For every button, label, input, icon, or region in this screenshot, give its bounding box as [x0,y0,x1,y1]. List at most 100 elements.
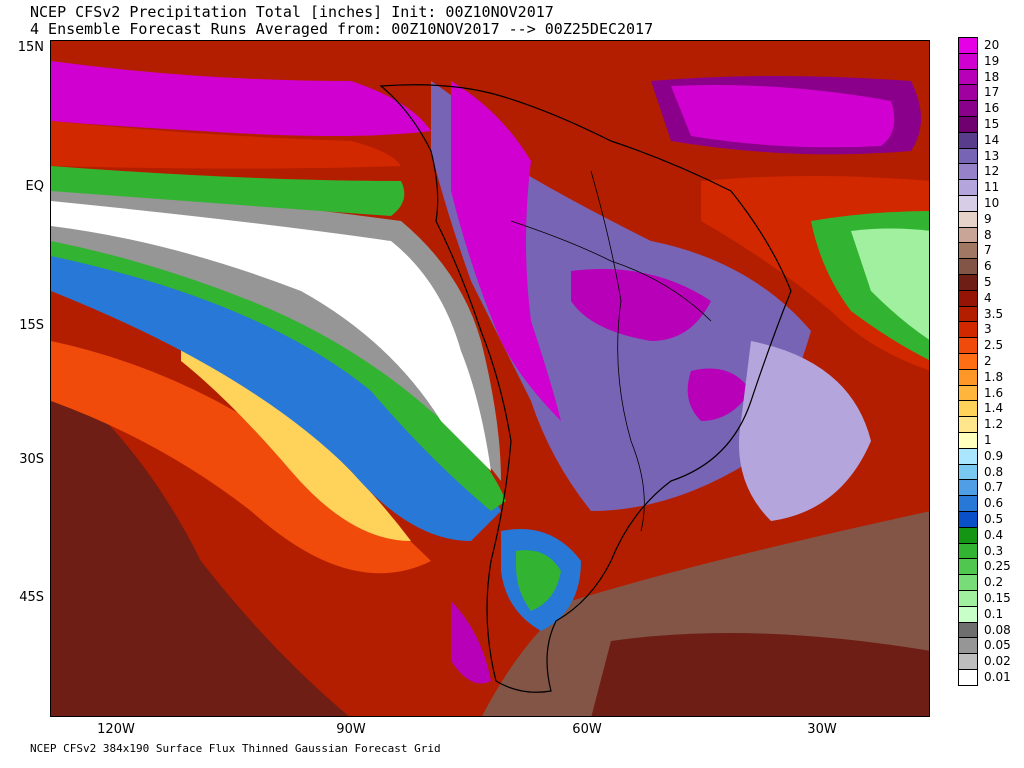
region-blue-pacific [51,231,501,541]
colorbar-label: 0.8 [984,464,1004,479]
colorbar-swatch [958,368,978,386]
colorbar-swatch [958,210,978,228]
colorbar-label: 18 [984,69,1000,84]
colorbar-label: 8 [984,227,992,242]
colorbar-swatch [958,305,978,323]
colorbar-swatch [958,384,978,402]
colorbar-label: 4 [984,290,992,305]
colorbar-swatch [958,242,978,260]
colorbar-swatch [958,495,978,512]
colorbar-label: 3 [984,322,992,337]
lon-label-60w: 60W [572,722,602,737]
colorbar-label: 19 [984,53,1000,68]
colorbar-label: 0.25 [984,559,1011,574]
colorbar-swatch [958,590,978,607]
country-border-line [590,170,645,532]
colorbar-label: 0.4 [984,527,1004,542]
colorbar-label: 0.01 [984,670,1011,684]
colorbar-swatch [958,84,978,102]
colorbar-swatch [958,447,978,465]
colorbar-swatch [958,542,978,560]
colorbar-swatch [958,511,978,528]
colorbar-swatch [958,558,978,576]
colorbar-label: 0.15 [984,591,1011,605]
colorbar-swatch [958,432,978,449]
colorbar-label: 9 [984,211,992,226]
colorbar-label: 7 [984,243,992,258]
region-dark-sw [51,371,349,716]
colorbar-label: 13 [984,148,1000,163]
colorbar-swatch [958,68,978,86]
colorbar-label: 0.6 [984,496,1004,511]
lat-label-45s: 45S [19,590,44,605]
colorbar-label: 5 [984,275,992,289]
colorbar-swatch [958,258,978,275]
colorbar-swatch [958,100,978,117]
lon-label-120w: 120W [97,722,135,737]
colorbar-label: 1.6 [984,385,1004,400]
footer-grid-info: NCEP CFSv2 384x190 Surface Flux Thinned … [30,742,441,755]
colorbar-label: 0.5 [984,512,1004,526]
colorbar-swatch [958,147,978,165]
lon-label-30w: 30W [807,722,837,737]
country-border-line [510,220,712,322]
region-orange-pacific [51,341,431,574]
colorbar-label: 0.9 [984,448,1004,463]
colorbar-swatch [958,653,978,670]
colorbar-label: 2 [984,354,992,368]
colorbar-swatch [958,353,978,370]
colorbar-swatch [958,321,978,339]
colorbar-label: 6 [984,259,992,274]
region-patagonia-green [516,550,561,611]
colorbar-label: 1.2 [984,417,1004,432]
colorbar-swatch [958,400,978,418]
lat-label-30s: 30S [19,452,44,467]
colorbar-swatch [958,52,978,70]
colorbar-swatch [958,526,978,544]
colorbar-label: 14 [984,132,1000,147]
colorbar-label: 10 [984,196,1000,210]
map-subtitle: 4 Ensemble Forecast Runs Averaged from: … [30,20,654,38]
colorbar-swatch [958,195,978,212]
region-itcz-magenta-west [51,61,431,136]
region-atlantic-lightgreen [851,228,929,340]
region-brazil-magenta [687,368,751,421]
region-white-dry [51,201,491,471]
colorbar-swatch [958,226,978,244]
colorbar-swatch [958,416,978,433]
colorbar-label: 0.2 [984,575,1004,590]
colorbar-label: 1 [984,433,992,447]
colorbar-swatch [958,289,978,307]
lat-label-eq: EQ [25,179,44,194]
colorbar-label: 20 [984,38,1000,52]
colorbar-label: 11 [984,180,1000,195]
colorbar-swatch [958,179,978,196]
colorbar-swatch [958,463,978,481]
lon-label-90w: 90W [336,722,366,737]
region-green-pacific [51,226,506,511]
colorbar-swatch [958,163,978,181]
region-green-band-north [51,166,405,216]
colorbar-swatch [958,116,978,133]
lat-label-15s: 15S [19,318,44,333]
colorbar-label: 0.08 [984,622,1011,637]
colorbar-label: 0.1 [984,606,1004,621]
colorbar-label: 0.02 [984,654,1011,669]
colorbar-label: 1.8 [984,369,1004,384]
region-red-band-north [51,121,401,169]
colorbar-label: 0.05 [984,638,1011,653]
colorbar-swatch [958,274,978,291]
lat-label-15n: 15N [17,40,44,55]
colorbar-swatch [958,621,978,639]
colorbar-label: 16 [984,101,1000,116]
colorbar-label: 12 [984,164,1000,179]
map-title: NCEP CFSv2 Precipitation Total [inches] … [30,3,554,21]
colorbar-swatch [958,669,978,686]
colorbar-label: 2.5 [984,338,1004,353]
region-amazon-magenta [571,269,711,341]
colorbar-label: 0.3 [984,543,1004,558]
colorbar-label: 15 [984,117,1000,131]
colorbar-label: 17 [984,85,1000,100]
map-canvas [51,41,929,716]
colorbar-swatch [958,37,978,54]
